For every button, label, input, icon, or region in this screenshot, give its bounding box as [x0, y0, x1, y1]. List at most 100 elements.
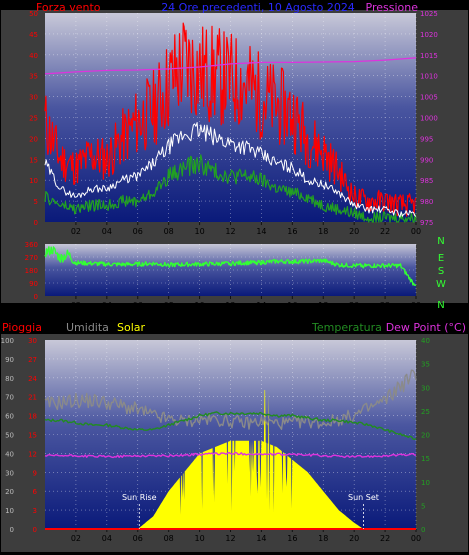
x-tick-label: 14 — [256, 534, 266, 543]
y-tick-label-solar: 15 — [28, 432, 37, 440]
y-tick-label-temperature: 40 — [421, 337, 430, 345]
rain-label: Pioggia — [2, 321, 42, 334]
y-tick-label-direction: 270 — [25, 254, 38, 262]
y-tick-label-pressure: 1025 — [420, 10, 438, 18]
compass-label: W — [436, 279, 446, 290]
y-tick-label-direction: 0 — [34, 293, 38, 301]
y-tick-label-humidity: 90 — [5, 356, 14, 364]
y-tick-label-solar: 3 — [33, 507, 37, 515]
y-tick-label-temperature: 30 — [421, 384, 430, 392]
x-tick-label: 04 — [102, 301, 112, 310]
y-tick-label-pressure: 1010 — [420, 73, 438, 81]
dewpoint-label: Dew Point (°C) — [386, 321, 466, 334]
x-tick-label: 04 — [102, 534, 112, 543]
x-tick-label: 06 — [133, 227, 143, 236]
compass-label: N — [437, 300, 444, 311]
x-tick-label: 22 — [380, 534, 390, 543]
x-tick-label: 20 — [349, 534, 359, 543]
x-tick-label: 10 — [194, 534, 204, 543]
y-tick-label-direction: 360 — [25, 241, 38, 249]
compass-label: S — [438, 266, 444, 277]
y-tick-label-humidity: 30 — [5, 469, 14, 477]
x-tick-label: 00 — [411, 534, 421, 543]
solar-label: Solar — [117, 321, 146, 334]
y-tick-label-pressure: 1015 — [420, 52, 438, 60]
sun-annotation: Sun Set — [348, 493, 379, 502]
x-tick-label: 16 — [287, 227, 297, 236]
x-tick-label: 00 — [411, 301, 421, 310]
y-tick-label-wind: 10 — [29, 177, 38, 185]
sun-annotation: Sun Rise — [122, 493, 157, 502]
y-tick-label-solar: 9 — [33, 469, 37, 477]
series-humidity — [44, 369, 417, 430]
chart-title: 24 Ore precedenti, 10 Agosto 2024 — [161, 1, 355, 14]
x-tick-label: 00 — [411, 227, 421, 236]
y-tick-label-solar: 21 — [28, 394, 37, 402]
y-tick-label-humidity: 60 — [5, 413, 14, 421]
y-tick-label-solar: 30 — [28, 337, 37, 345]
x-tick-label: 10 — [194, 301, 204, 310]
x-tick-label: 16 — [287, 534, 297, 543]
series-wind-avg — [44, 122, 417, 218]
y-tick-label-wind: 25 — [29, 115, 38, 123]
y-tick-label-temperature: 0 — [421, 526, 425, 534]
series-dewpoint — [44, 451, 417, 459]
series-pressure — [44, 57, 417, 75]
series-temperature — [44, 411, 417, 441]
y-tick-label-pressure: 995 — [420, 135, 433, 143]
x-tick-label: 12 — [225, 534, 235, 543]
y-tick-label-pressure: 1005 — [420, 94, 438, 102]
series-solar — [137, 389, 364, 529]
pressure-axis-title: Pressione — [366, 1, 419, 14]
series-wind-max — [44, 22, 417, 217]
x-tick-label: 02 — [71, 227, 81, 236]
x-tick-label: 22 — [380, 227, 390, 236]
x-tick-label: 02 — [71, 534, 81, 543]
x-tick-label: 20 — [349, 301, 359, 310]
x-tick-label: 08 — [164, 534, 174, 543]
x-tick-label: 18 — [318, 301, 328, 310]
x-tick-label: 18 — [318, 534, 328, 543]
x-tick-label: 08 — [164, 301, 174, 310]
series-wind-min — [44, 154, 417, 223]
y-tick-label-pressure: 975 — [420, 219, 433, 227]
y-tick-label-pressure: 1020 — [420, 31, 438, 39]
y-tick-label-wind: 15 — [29, 156, 38, 164]
humidity-label: Umidita — [66, 321, 109, 334]
x-tick-label: 14 — [256, 227, 266, 236]
x-tick-label: 22 — [380, 301, 390, 310]
y-tick-label-wind: 0 — [34, 219, 38, 227]
y-tick-label-pressure: 980 — [420, 198, 433, 206]
x-tick-label: 18 — [318, 227, 328, 236]
y-tick-label-wind: 50 — [29, 10, 38, 18]
series-wind-direction — [44, 246, 416, 286]
x-tick-label: 06 — [133, 301, 143, 310]
y-tick-label-solar: 6 — [33, 488, 38, 496]
y-tick-label-solar: 27 — [28, 356, 37, 364]
y-tick-label-temperature: 35 — [421, 361, 430, 369]
y-tick-label-humidity: 70 — [5, 394, 14, 402]
temperature-label: Temperatura — [311, 321, 382, 334]
y-tick-label-pressure: 990 — [420, 156, 433, 164]
y-tick-label-humidity: 10 — [5, 507, 14, 515]
y-tick-label-temperature: 15 — [421, 455, 430, 463]
y-tick-label-humidity: 80 — [5, 375, 14, 383]
y-tick-label-pressure: 985 — [420, 177, 433, 185]
x-tick-label: 02 — [71, 301, 81, 310]
x-tick-label: 12 — [225, 227, 235, 236]
x-tick-label: 14 — [256, 301, 266, 310]
y-tick-label-humidity: 100 — [1, 337, 14, 345]
wind-pressure-chart: 02 04 06 08 10 12 14 16 18 20 22 000510152025303540… — [29, 10, 438, 236]
compass-label: N — [437, 236, 444, 247]
y-tick-label-temperature: 20 — [421, 432, 430, 440]
y-tick-label-wind: 35 — [29, 73, 38, 81]
y-tick-label-humidity: 40 — [5, 450, 14, 458]
y-tick-label-direction: 180 — [25, 267, 38, 275]
y-tick-label-temperature: 25 — [421, 408, 430, 416]
wind-axis-title: Forza vento — [36, 1, 101, 14]
x-tick-label: 12 — [225, 301, 235, 310]
x-tick-label: 04 — [102, 227, 112, 236]
y-tick-label-solar: 24 — [28, 375, 37, 383]
y-tick-label-temperature: 10 — [421, 479, 430, 487]
weather-chart: 02 04 06 08 10 12 14 16 18 20 22 000102030405060708… — [1, 337, 430, 543]
